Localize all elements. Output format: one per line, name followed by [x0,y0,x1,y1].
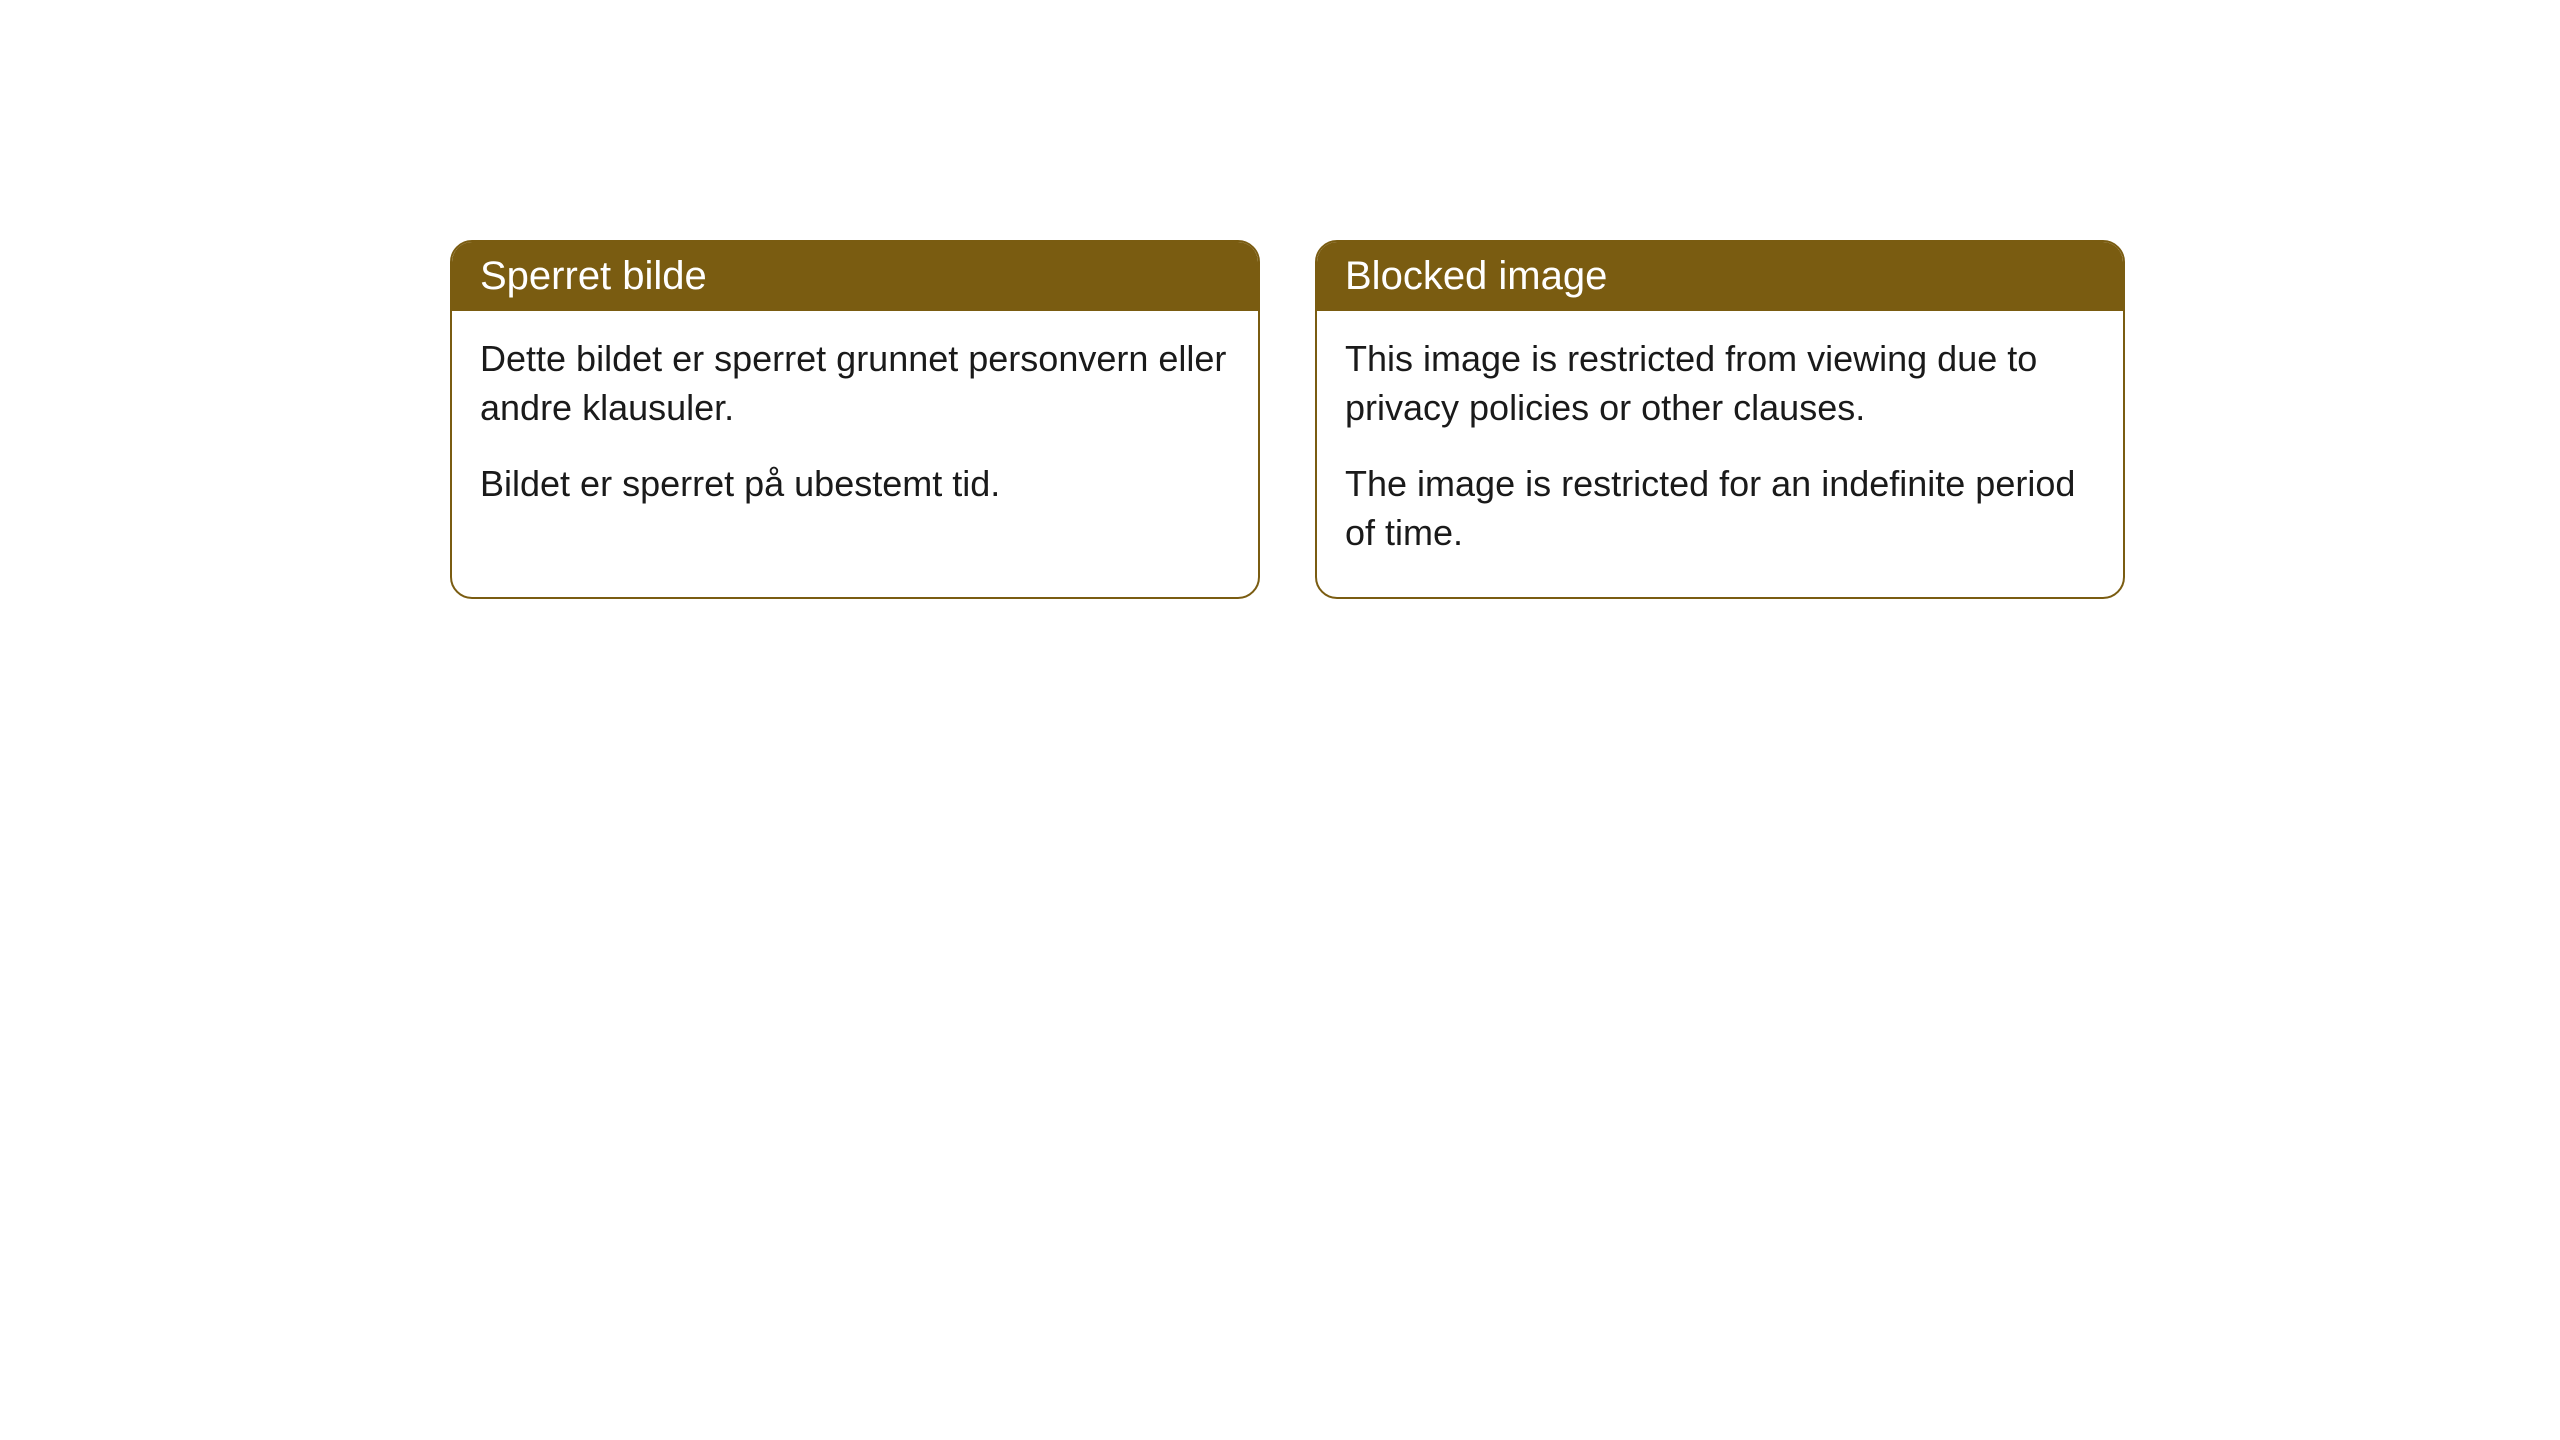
card-title: Blocked image [1345,254,1607,298]
card-header-norwegian: Sperret bilde [452,242,1258,311]
card-body-norwegian: Dette bildet er sperret grunnet personve… [452,311,1258,549]
card-text-line1: This image is restricted from viewing du… [1345,335,2095,432]
blocked-image-card-norwegian: Sperret bilde Dette bildet er sperret gr… [450,240,1260,599]
card-body-english: This image is restricted from viewing du… [1317,311,2123,597]
card-text-line2: The image is restricted for an indefinit… [1345,460,2095,557]
card-header-english: Blocked image [1317,242,2123,311]
notice-cards-container: Sperret bilde Dette bildet er sperret gr… [450,240,2125,599]
card-text-line1: Dette bildet er sperret grunnet personve… [480,335,1230,432]
card-text-line2: Bildet er sperret på ubestemt tid. [480,460,1230,509]
blocked-image-card-english: Blocked image This image is restricted f… [1315,240,2125,599]
card-title: Sperret bilde [480,254,707,298]
